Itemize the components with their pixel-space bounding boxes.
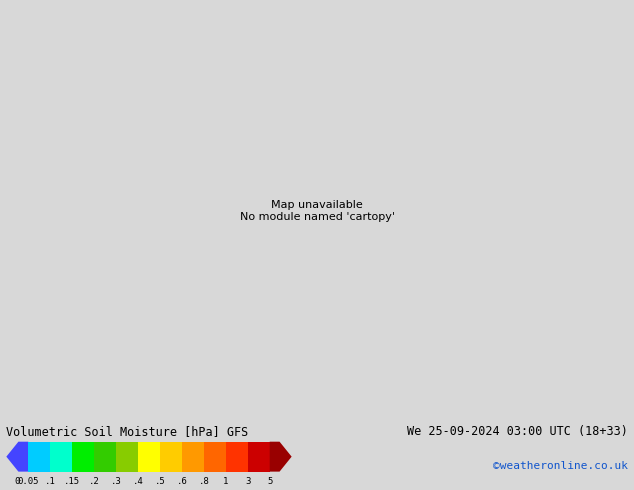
Polygon shape <box>248 441 269 471</box>
Text: ©weatheronline.co.uk: ©weatheronline.co.uk <box>493 461 628 471</box>
Polygon shape <box>204 441 226 471</box>
Text: .2: .2 <box>89 477 100 486</box>
Text: 3: 3 <box>245 477 250 486</box>
Text: 0.05: 0.05 <box>18 477 39 486</box>
Text: 5: 5 <box>267 477 273 486</box>
Polygon shape <box>269 441 292 471</box>
Polygon shape <box>72 441 94 471</box>
Text: .5: .5 <box>155 477 165 486</box>
Text: .6: .6 <box>176 477 187 486</box>
Text: .4: .4 <box>133 477 143 486</box>
Polygon shape <box>29 441 50 471</box>
Polygon shape <box>94 441 116 471</box>
Text: .8: .8 <box>198 477 209 486</box>
Polygon shape <box>50 441 72 471</box>
Polygon shape <box>226 441 248 471</box>
Polygon shape <box>6 441 29 471</box>
Text: Volumetric Soil Moisture [hPa] GFS: Volumetric Soil Moisture [hPa] GFS <box>6 425 249 438</box>
Text: 1: 1 <box>223 477 228 486</box>
Text: .1: .1 <box>45 477 56 486</box>
Text: 0: 0 <box>15 477 20 486</box>
Text: We 25-09-2024 03:00 UTC (18+33): We 25-09-2024 03:00 UTC (18+33) <box>407 425 628 438</box>
Polygon shape <box>116 441 138 471</box>
Text: Map unavailable
No module named 'cartopy': Map unavailable No module named 'cartopy… <box>240 200 394 221</box>
Polygon shape <box>138 441 160 471</box>
Polygon shape <box>160 441 182 471</box>
Text: .3: .3 <box>111 477 122 486</box>
Polygon shape <box>182 441 204 471</box>
Text: .15: .15 <box>64 477 81 486</box>
